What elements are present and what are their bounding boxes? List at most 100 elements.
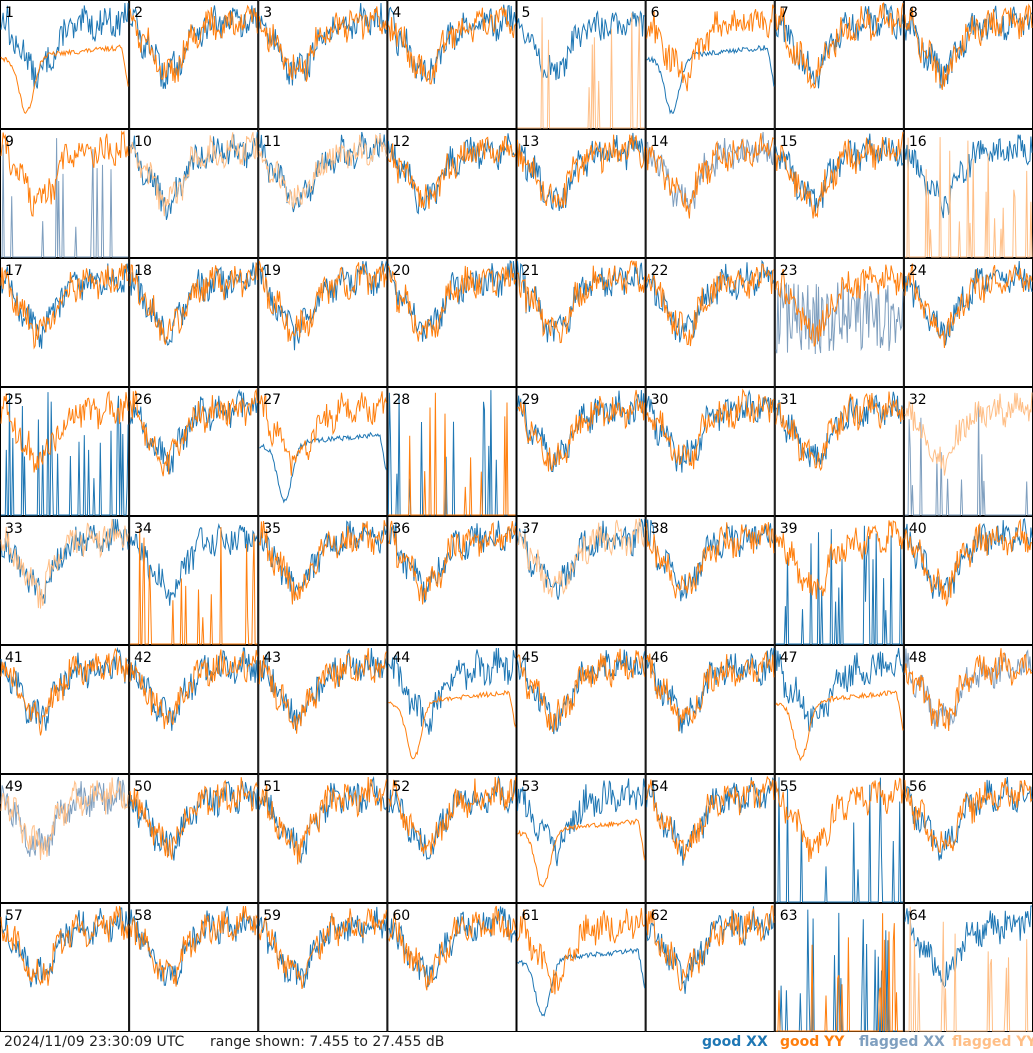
series-yy-line bbox=[258, 647, 387, 734]
tile-12: 12 bbox=[387, 129, 517, 258]
tile-label: 34 bbox=[134, 521, 152, 537]
tile-label: 59 bbox=[263, 908, 281, 924]
series-yy-line bbox=[904, 137, 1033, 258]
series-yy-line bbox=[775, 391, 904, 472]
tile-label: 64 bbox=[909, 908, 927, 924]
tile-frame bbox=[645, 258, 775, 387]
tile-40: 40 bbox=[903, 516, 1033, 645]
tile-label: 37 bbox=[522, 521, 540, 537]
tile-label: 44 bbox=[392, 650, 410, 666]
series-yy-line bbox=[258, 520, 387, 605]
tile-label: 56 bbox=[909, 779, 927, 795]
series-xx-line bbox=[1, 138, 129, 258]
tile-label: 57 bbox=[5, 908, 23, 924]
tile-label: 41 bbox=[5, 650, 23, 666]
series-yy-line bbox=[904, 648, 1033, 732]
series-xx-line bbox=[646, 131, 775, 210]
series-yy-line bbox=[904, 392, 1033, 476]
tile-14: 14 bbox=[645, 129, 775, 258]
series-yy-line bbox=[388, 520, 516, 605]
series-yy-line bbox=[775, 520, 904, 600]
series-xx-line bbox=[904, 5, 1033, 89]
tile-label: 28 bbox=[392, 392, 410, 408]
tile-label: 49 bbox=[5, 779, 23, 795]
series-xx-line bbox=[646, 519, 775, 602]
tile-39: 39 bbox=[774, 516, 904, 645]
tile-41: 41 bbox=[0, 645, 130, 774]
tile-54: 54 bbox=[645, 774, 775, 903]
series-yy-line bbox=[775, 264, 904, 347]
range-text: range shown: 7.455 to 27.455 dB bbox=[210, 1034, 445, 1050]
tile-19: 19 bbox=[258, 258, 388, 387]
tile-44: 44 bbox=[387, 645, 517, 774]
series-xx-line bbox=[646, 44, 775, 115]
tile-label: 42 bbox=[134, 650, 152, 666]
tile-label: 60 bbox=[392, 908, 410, 924]
series-yy-line bbox=[388, 776, 516, 855]
series-yy-line bbox=[775, 131, 904, 219]
tile-55: 55 bbox=[774, 774, 904, 903]
tile-label: 16 bbox=[909, 134, 927, 150]
tile-frame bbox=[129, 774, 259, 903]
tile-label: 18 bbox=[134, 263, 152, 279]
series-yy-line bbox=[0, 390, 129, 473]
series-yy-line bbox=[387, 135, 516, 209]
series-yy-line bbox=[646, 650, 775, 732]
tile-11: 11 bbox=[258, 129, 388, 258]
series-xx-line bbox=[775, 777, 903, 903]
tile-label: 10 bbox=[134, 134, 152, 150]
tile-label: 30 bbox=[651, 392, 669, 408]
tile-frame bbox=[387, 129, 517, 258]
tile-1: 1 bbox=[0, 0, 130, 129]
tile-label: 35 bbox=[263, 521, 281, 537]
series-yy-line bbox=[0, 647, 129, 736]
tile-label: 17 bbox=[5, 263, 23, 279]
series-yy-line bbox=[517, 648, 646, 733]
series-yy-line bbox=[775, 913, 903, 1032]
series-xx-line bbox=[259, 431, 387, 504]
tile-34: 34 bbox=[129, 516, 259, 645]
series-yy-line bbox=[517, 517, 646, 598]
series-yy-line bbox=[130, 526, 258, 645]
tile-label: 53 bbox=[522, 779, 540, 795]
tile-33: 33 bbox=[0, 516, 130, 645]
series-xx-line bbox=[129, 906, 258, 986]
tile-frame bbox=[258, 516, 388, 645]
tile-43: 43 bbox=[258, 645, 388, 774]
tile-36: 36 bbox=[387, 516, 517, 645]
tile-13: 13 bbox=[516, 129, 646, 258]
series-yy-line bbox=[646, 522, 775, 599]
tile-label: 39 bbox=[780, 521, 798, 537]
tile-label: 31 bbox=[780, 392, 798, 408]
tile-31: 31 bbox=[774, 387, 904, 516]
tile-label: 6 bbox=[651, 5, 660, 21]
tile-38: 38 bbox=[645, 516, 775, 645]
series-yy-line bbox=[646, 4, 775, 92]
series-xx-line bbox=[388, 647, 516, 735]
tile-23: 23 bbox=[774, 258, 904, 387]
tile-53: 53 bbox=[516, 774, 646, 903]
tile-47: 47 bbox=[774, 645, 904, 774]
tile-37: 37 bbox=[516, 516, 646, 645]
tile-label: 1 bbox=[5, 5, 14, 21]
tile-frame bbox=[258, 387, 388, 516]
series-yy-line bbox=[387, 905, 516, 991]
tile-label: 9 bbox=[5, 134, 14, 150]
series-yy-line bbox=[0, 263, 129, 350]
tile-label: 58 bbox=[134, 908, 152, 924]
tile-label: 5 bbox=[522, 5, 531, 21]
legend-good-yy: good YY bbox=[780, 1034, 845, 1050]
tile-49: 49 bbox=[0, 774, 130, 903]
tile-3: 3 bbox=[258, 0, 388, 129]
tile-label: 38 bbox=[651, 521, 669, 537]
series-yy-line bbox=[517, 12, 645, 129]
tile-52: 52 bbox=[387, 774, 517, 903]
tile-label: 7 bbox=[780, 5, 789, 21]
tile-label: 50 bbox=[134, 779, 152, 795]
tile-18: 18 bbox=[129, 258, 259, 387]
tile-20: 20 bbox=[387, 258, 517, 387]
tile-frame bbox=[903, 903, 1033, 1032]
tile-label: 62 bbox=[651, 908, 669, 924]
tile-32: 32 bbox=[903, 387, 1033, 516]
